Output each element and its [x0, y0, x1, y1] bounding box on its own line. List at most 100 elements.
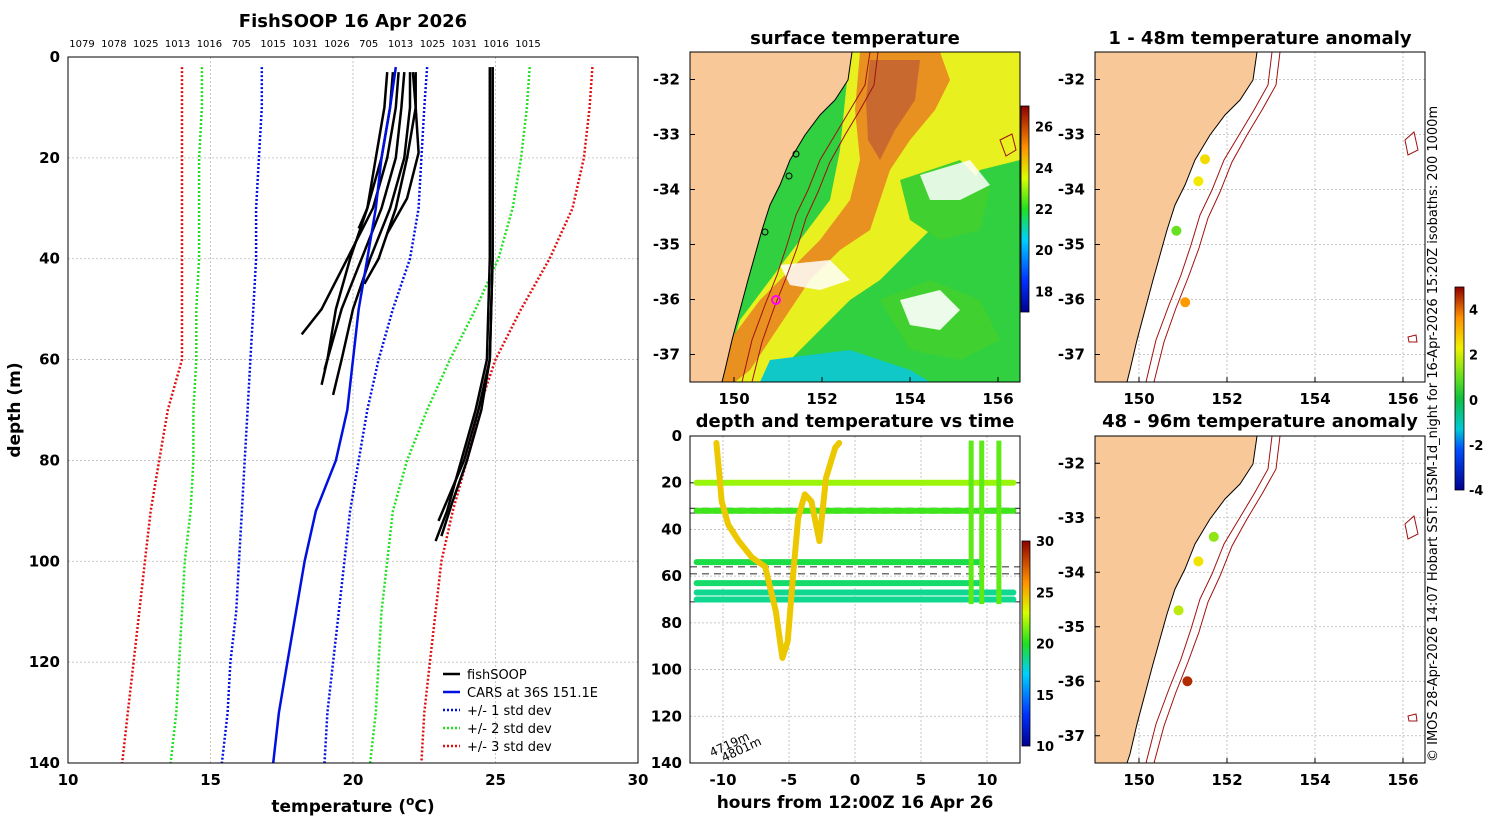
anomaly-top-ytick: -36 [1058, 291, 1085, 309]
credit-text: © IMOS 28-Apr-2026 14:07 Hobart SST: L3S… [1426, 106, 1441, 762]
sst-ytick: -35 [653, 236, 680, 254]
profile-ytick: 100 [29, 552, 60, 570]
profile-top-label: 1015 [515, 39, 540, 50]
sst-cast-marker [761, 228, 769, 236]
sst-cloud-b [920, 160, 990, 200]
anomaly-top-anomaly-point [1180, 297, 1191, 308]
anomaly-colorbar-ticks: -4 -2 0 2 4 [1469, 304, 1483, 499]
timeseries-ytick: 0 [672, 427, 682, 445]
timeseries-xtick: -10 [709, 771, 736, 789]
profile-ytick: 60 [39, 351, 60, 369]
sst-xtick: 152 [806, 390, 837, 408]
timeseries-deep-track-line [713, 440, 843, 661]
timeseries-ytick: 60 [661, 567, 682, 585]
profile-top-label: 1078 [101, 39, 126, 50]
anomaly-top-points [1171, 154, 1210, 308]
anomaly-top-land [1095, 52, 1257, 382]
anomaly-bottom-isobath-1000 [1153, 436, 1281, 763]
anomaly-top-anomaly-point [1193, 176, 1204, 187]
anomaly-top-anomaly-point [1171, 225, 1182, 236]
anomaly-colorbar-tick: -4 [1469, 484, 1483, 499]
anomaly-bottom-ytick: -36 [1058, 672, 1085, 690]
timeseries-ytick: 20 [661, 474, 682, 492]
anomaly-bottom-axes-box [1094, 435, 1426, 764]
timeseries-deep-track [713, 440, 843, 661]
timeseries-colorbar [1021, 540, 1031, 747]
sst-xtick: 154 [894, 390, 925, 408]
sst-cloud-a [900, 290, 960, 330]
timeseries-chart: depth and temperature vs time -10 -5 0 5 100… [651, 411, 1054, 813]
anomaly-bottom-xtick: 152 [1211, 771, 1242, 789]
anomaly-bottom-coastline [1126, 436, 1258, 763]
sd3-low-line [120, 67, 184, 763]
timeseries-ytick: 80 [661, 614, 682, 632]
anomaly-bottom-ytick: -35 [1058, 618, 1085, 636]
anomaly-bottom-ytick: -33 [1058, 509, 1085, 527]
anomaly-top-axes-box [1094, 51, 1426, 383]
sst-ytick: -32 [653, 71, 680, 89]
anomaly-colorbar-tick: -2 [1469, 439, 1483, 454]
sst-ship-marker [771, 295, 781, 305]
legend-cars: CARS at 36S 151.1E [467, 686, 598, 701]
timeseries-ytick: 120 [651, 707, 682, 725]
sst-isobath-1000 [751, 52, 879, 382]
profile-top-label: 1013 [165, 39, 190, 50]
anomaly-bottom-island [1404, 515, 1419, 540]
sst-ytick: -37 [653, 346, 680, 364]
profile-ticks: 10 15 20 25 30 0 20 40 60 80 100 120 140 [29, 48, 649, 789]
profile-top-label: 705 [359, 39, 378, 50]
fishsoop-cast-line [363, 72, 417, 285]
profile-top-label: 1025 [133, 39, 158, 50]
profile-top-label: 1079 [69, 39, 94, 50]
anomaly-bottom-ytick: -37 [1058, 727, 1085, 745]
sst-xtick: 156 [982, 390, 1013, 408]
timeseries-xtick: 0 [850, 771, 860, 789]
profile-ytick: 120 [29, 653, 60, 671]
profile-top-label: 1031 [292, 39, 317, 50]
sst-colorbar-tick: 24 [1035, 162, 1053, 177]
anomaly-bottom-map: 48 - 96m temperature anomaly 150 152 154 15… [1058, 286, 1483, 789]
cars-line [271, 66, 398, 763]
anomaly-top-ytick: -32 [1058, 71, 1085, 89]
profile-top-label: 1026 [324, 39, 349, 50]
sst-ytick: -36 [653, 291, 680, 309]
sd2-high-line [368, 67, 531, 763]
profile-ytick: 20 [39, 149, 60, 167]
anomaly-colorbar-tick: 2 [1469, 349, 1478, 364]
timeseries-bands [693, 440, 1017, 605]
anomaly-top-ticks: 150 152 154 156 -32 -33 -34 -35 -36 -37 [1058, 71, 1419, 409]
anomaly-bottom-xtick: 156 [1387, 771, 1418, 789]
sst-coastline [721, 52, 853, 382]
anomaly-colorbar [1454, 286, 1465, 491]
anomaly-top-island [1407, 334, 1418, 343]
profile-top-label: 1013 [388, 39, 413, 50]
profile-top-label: 705 [232, 39, 251, 50]
anomaly-top-xtick: 150 [1123, 390, 1154, 408]
anomaly-bottom-anomaly-point [1193, 556, 1204, 567]
anomaly-top-anomaly-point [1200, 154, 1210, 165]
anomaly-bottom-ticks: 150 152 154 156 -32 -33 -34 -35 -36 -37 [1058, 454, 1419, 789]
fishsoop-cast-line [437, 67, 494, 522]
fishsoop-cast-line [300, 72, 400, 336]
anomaly-top-ytick: -34 [1058, 181, 1085, 199]
anomaly-top-ytick: -37 [1058, 346, 1085, 364]
anomaly-bottom-island [1407, 713, 1418, 722]
profile-grid [67, 56, 639, 764]
profile-chart: FishSOOP 16 Apr 2026 1079 1078 1025 1013 101… [5, 11, 648, 817]
sd1-low-line [220, 67, 264, 763]
anomaly-top-isobath-200 [1145, 52, 1273, 382]
legend-sd3: +/- 3 std dev [467, 740, 552, 755]
anomaly-bottom-points [1173, 531, 1219, 687]
sst-axes-box [689, 51, 1021, 383]
anomaly-top-coastline [1126, 52, 1258, 382]
anomaly-bottom-anomaly-point [1182, 676, 1193, 687]
fishsoop-cast-line [440, 67, 494, 537]
sst-colorbar-tick: 20 [1035, 244, 1053, 259]
profile-ytick: 80 [39, 451, 60, 469]
timeseries-xlabel: hours from 12:00Z 16 Apr 26 [717, 793, 994, 813]
timeseries-ytick: 100 [651, 661, 682, 679]
sst-island-outline [999, 133, 1017, 157]
sst-colorbar-ticks: 18 20 22 24 26 [1035, 121, 1053, 301]
anomaly-top-ytick: -35 [1058, 236, 1085, 254]
